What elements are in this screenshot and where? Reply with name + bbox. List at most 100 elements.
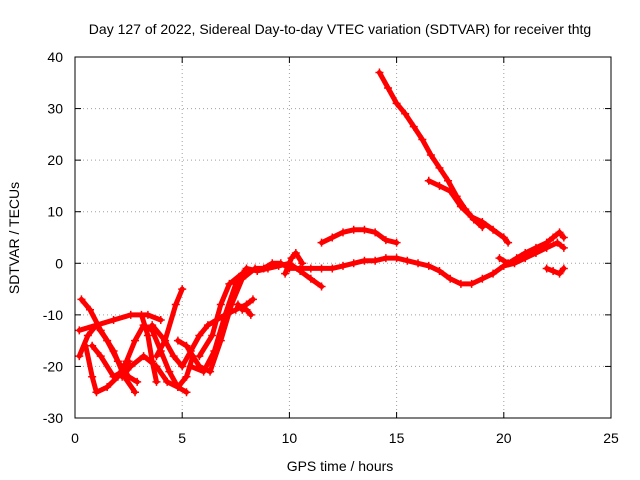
data-point-marker	[152, 377, 161, 386]
data-point-marker	[339, 228, 347, 237]
y-axis-label: SDTVAR / TECUs	[6, 182, 22, 294]
data-point-marker	[131, 388, 140, 397]
data-point-marker	[75, 326, 84, 335]
series-line	[76, 312, 164, 333]
data-point-marker	[296, 267, 305, 276]
data-point-marker	[242, 264, 251, 273]
series-arc4	[88, 341, 133, 381]
data-point-marker	[424, 176, 433, 185]
x-axis-label: GPS time / hours	[287, 458, 394, 474]
data-point-marker	[263, 264, 272, 273]
series-line	[544, 265, 567, 277]
data-point-marker	[208, 331, 217, 340]
data-point-marker	[163, 377, 172, 386]
x-tick-label: 20	[496, 430, 512, 446]
data-point-marker	[195, 331, 204, 340]
series-arc15	[375, 68, 487, 232]
data-point-marker	[274, 261, 283, 270]
data-point-marker	[446, 274, 455, 283]
data-point-marker	[133, 377, 142, 386]
series-line	[149, 296, 256, 369]
data-point-marker	[371, 228, 380, 237]
data-point-marker	[83, 331, 92, 340]
data-point-marker	[403, 256, 412, 265]
series-line	[175, 240, 567, 375]
data-point-marker	[360, 256, 369, 265]
data-point-marker	[298, 259, 307, 268]
data-point-marker	[478, 274, 487, 283]
plot-frame	[74, 56, 612, 419]
data-point-marker	[559, 233, 568, 242]
data-point-marker	[549, 233, 558, 242]
data-point-marker	[161, 336, 170, 345]
data-point-marker	[553, 238, 562, 247]
data-point-marker	[542, 238, 551, 247]
data-point-marker	[495, 254, 504, 263]
data-point-marker	[143, 331, 152, 340]
data-point-marker	[88, 341, 97, 350]
data-point-marker	[281, 269, 290, 278]
data-point-marker	[409, 122, 418, 131]
data-point-marker	[542, 264, 551, 273]
data-point-marker	[414, 259, 423, 268]
data-point-marker	[173, 336, 182, 345]
data-point-marker	[531, 243, 540, 252]
data-point-marker	[512, 254, 521, 263]
data-point-marker	[392, 254, 401, 263]
data-point-marker	[225, 279, 234, 288]
data-point-marker	[246, 310, 255, 319]
data-point-marker	[456, 279, 465, 288]
data-point-marker	[182, 388, 191, 397]
data-point-marker	[392, 99, 401, 108]
data-point-marker	[555, 269, 564, 278]
y-tick-label: 10	[47, 204, 63, 220]
data-point-marker	[238, 269, 247, 278]
data-point-marker	[549, 267, 558, 276]
series-line	[139, 312, 159, 385]
series-arc14	[317, 225, 401, 247]
data-point-marker	[126, 362, 135, 371]
data-point-marker	[339, 261, 347, 270]
data-point-marker	[178, 285, 187, 294]
data-point-marker	[88, 372, 97, 381]
data-point-marker	[86, 305, 95, 314]
data-point-marker	[424, 261, 433, 270]
data-point-marker	[381, 254, 390, 263]
data-point-marker	[371, 256, 380, 265]
data-point-marker	[113, 357, 122, 366]
data-point-marker	[221, 310, 230, 319]
data-point-marker	[426, 150, 435, 159]
data-point-marker	[375, 68, 384, 77]
data-point-marker	[92, 321, 101, 330]
data-point-marker	[178, 362, 187, 371]
data-point-marker	[96, 352, 105, 361]
data-point-marker	[182, 372, 191, 381]
y-tick-label: 30	[47, 101, 63, 117]
y-tick-label: -20	[43, 358, 63, 374]
data-point-marker	[306, 264, 315, 273]
data-point-marker	[233, 300, 242, 309]
data-point-marker	[435, 181, 444, 190]
data-point-marker	[559, 243, 568, 252]
data-point-marker	[171, 300, 180, 309]
data-point-marker	[173, 383, 182, 392]
data-point-marker	[291, 248, 300, 257]
data-point-marker	[418, 135, 427, 144]
data-point-marker	[349, 225, 358, 234]
data-point-marker	[317, 238, 326, 247]
x-tick-label: 15	[389, 430, 405, 446]
y-tick-label: -10	[43, 307, 63, 323]
data-point-marker	[148, 357, 157, 366]
series-arc12	[195, 269, 247, 361]
series-line	[119, 353, 196, 390]
x-tick-label: 0	[71, 430, 79, 446]
data-point-marker	[504, 238, 513, 247]
series-line	[319, 227, 400, 246]
series-line	[376, 70, 485, 230]
data-point-marker	[139, 352, 148, 361]
data-point-marker	[182, 341, 191, 350]
data-point-marker	[489, 269, 498, 278]
data-series	[75, 68, 568, 397]
y-tick-label: 0	[55, 255, 63, 271]
